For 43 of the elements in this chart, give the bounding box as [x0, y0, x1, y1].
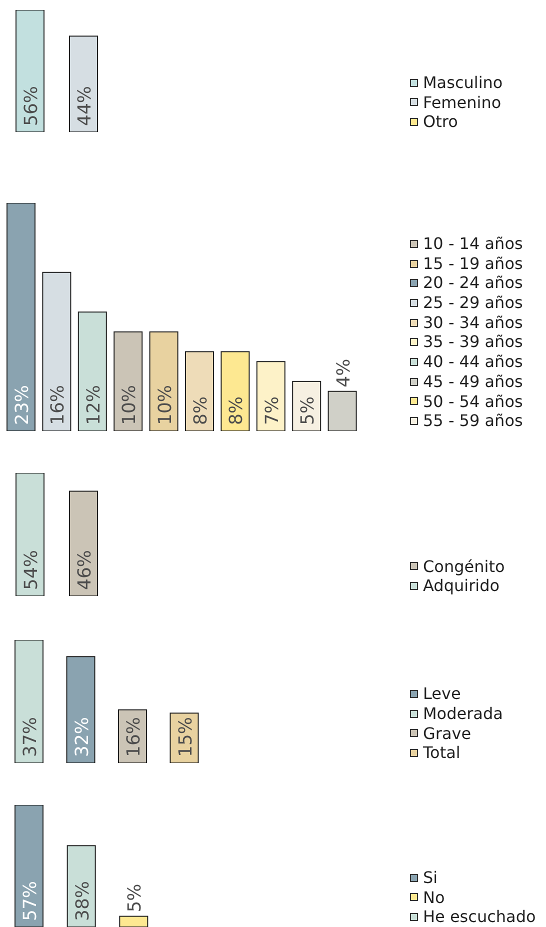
legend-label: Leve	[423, 684, 461, 704]
data-label: 12%	[83, 384, 104, 425]
legend-label: 45 - 49 años	[423, 372, 523, 392]
data-label: 23%	[12, 384, 33, 425]
data-label: 38%	[72, 880, 94, 921]
data-label: 44%	[74, 86, 96, 126]
legend-label: 15 - 19 años	[423, 254, 523, 274]
data-label: 15%	[175, 716, 196, 757]
data-label: 16%	[48, 384, 69, 425]
data-label: 56%	[21, 86, 42, 126]
legend-label: Grave	[423, 724, 472, 744]
data-label: 57%	[20, 880, 41, 921]
legend-label: 10 - 14 años	[423, 234, 523, 254]
data-label: 8%	[190, 396, 212, 425]
data-label: 5%	[298, 396, 319, 425]
data-label: 16%	[124, 716, 144, 757]
data-label: 54%	[21, 550, 42, 590]
legend-label: 55 - 59 años	[423, 411, 523, 431]
data-label: 5%	[124, 884, 146, 912]
legend-label: Otro	[423, 112, 458, 132]
legend-label: 20 - 24 años	[423, 273, 523, 294]
legend-label: 35 - 39 años	[423, 332, 523, 352]
legend-label: 25 - 29 años	[423, 293, 523, 313]
legend-label: Si	[423, 868, 438, 888]
legend-label: Femenino	[423, 92, 502, 112]
legend-label: Adquirido	[423, 576, 500, 596]
legend-label: 40 - 44 años	[423, 352, 523, 372]
legend-label: 50 - 54 años	[423, 392, 523, 412]
legend-label: He escuchado	[423, 907, 536, 927]
legend-label: Congénito	[423, 556, 505, 576]
data-label: 46%	[74, 550, 96, 590]
legend-label: 30 - 34 años	[423, 312, 523, 332]
data-label: 7%	[262, 396, 283, 425]
data-label: 4%	[333, 358, 354, 388]
legend-label: Total	[423, 743, 460, 763]
legend-label: Moderada	[423, 704, 503, 724]
data-label: 8%	[226, 396, 248, 425]
data-label: 37%	[20, 716, 41, 757]
data-label: 10%	[119, 384, 140, 425]
data-label: 10%	[154, 384, 176, 425]
legend-label: Masculino	[423, 72, 503, 93]
legend-label: No	[423, 888, 445, 908]
data-label: 32%	[72, 716, 93, 757]
